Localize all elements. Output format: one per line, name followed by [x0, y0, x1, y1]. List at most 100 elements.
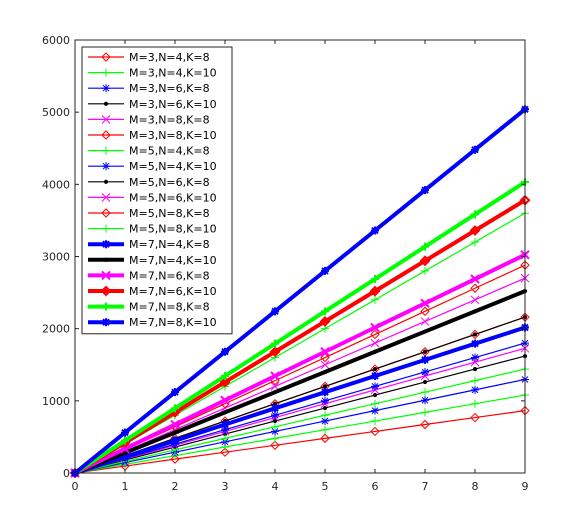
data-point	[422, 329, 428, 334]
data-point	[420, 306, 430, 317]
data-point	[271, 307, 279, 316]
x-tick-label: 5	[322, 480, 329, 493]
data-point	[321, 417, 329, 426]
data-point	[470, 274, 480, 284]
data-point	[470, 412, 480, 423]
y-tick-label: 5000	[42, 106, 70, 119]
legend-marker	[101, 270, 111, 281]
data-point	[372, 366, 378, 372]
data-point	[370, 338, 380, 348]
data-point	[421, 355, 429, 364]
data-point	[319, 316, 331, 327]
legend-label: M=5,N=4,K=10	[129, 160, 217, 173]
legend-label: M=3,N=4,K=8	[129, 51, 210, 64]
data-point	[272, 390, 278, 395]
y-tick-label: 0	[63, 467, 70, 480]
legend-label: M=7,N=8,K=8	[129, 301, 210, 314]
data-point	[421, 186, 429, 195]
data-point	[471, 238, 479, 247]
data-point	[421, 408, 429, 417]
data-point	[220, 447, 230, 457]
data-point	[322, 384, 328, 389]
legend-label: M=5,N=6,K=8	[129, 176, 210, 189]
data-point	[369, 285, 381, 297]
legend-entry: M=5,N=4,K=10	[88, 160, 217, 173]
x-tick-label: 4	[272, 480, 279, 493]
data-point	[421, 388, 429, 397]
data-point	[470, 295, 480, 305]
x-tick-label: 3	[222, 480, 229, 493]
legend-marker	[102, 84, 110, 93]
data-point	[471, 399, 479, 408]
data-point	[320, 360, 330, 370]
data-point	[371, 406, 379, 415]
data-point	[421, 242, 429, 251]
data-point	[271, 404, 279, 413]
data-point	[321, 307, 329, 316]
series-line	[74, 342, 526, 474]
data-point	[472, 332, 478, 337]
series-line	[74, 394, 526, 474]
legend-entry: M=7,N=8,K=8	[88, 301, 210, 314]
data-point	[421, 367, 429, 376]
legend-marker	[103, 101, 109, 106]
data-point	[370, 329, 380, 340]
data-point	[370, 322, 380, 333]
legend-marker	[103, 179, 109, 184]
legend-entry: M=7,N=8,K=10	[88, 316, 217, 329]
legend-marker	[103, 257, 109, 262]
legend-marker	[101, 52, 111, 62]
data-point	[170, 454, 180, 464]
legend-entry: M=7,N=6,K=10	[88, 285, 217, 298]
series-line	[74, 347, 526, 474]
legend-entry: M=3,N=8,K=10	[88, 129, 217, 142]
data-point	[170, 419, 180, 430]
legend: M=3,N=4,K=8 M=3,N=4,K=10 M=3,N=6,K=8 M=3,N=…	[81, 46, 233, 335]
data-point	[122, 450, 128, 455]
data-point	[321, 266, 329, 275]
legend-label: M=3,N=8,K=10	[129, 129, 217, 142]
data-point	[472, 366, 478, 372]
legend-entry: M=7,N=4,K=8	[88, 238, 210, 251]
data-point	[270, 371, 280, 381]
legend-entry: M=5,N=4,K=8	[88, 145, 210, 158]
data-point	[121, 452, 129, 461]
legend-label: M=3,N=8,K=8	[129, 113, 210, 126]
legend-entry: M=5,N=6,K=8	[88, 176, 210, 189]
legend-label: M=7,N=4,K=8	[129, 238, 210, 251]
series-line	[74, 410, 526, 474]
series-line	[74, 277, 526, 474]
series-line	[74, 252, 526, 475]
y-tick-label: 6000	[42, 34, 70, 47]
legend-entry: M=3,N=6,K=8	[88, 82, 210, 95]
legend-label: M=3,N=4,K=10	[129, 67, 217, 80]
y-tick-label: 4000	[42, 178, 70, 191]
legend-label: M=7,N=4,K=10	[129, 254, 217, 267]
data-point	[420, 298, 430, 308]
legend-label: M=5,N=6,K=10	[129, 191, 217, 204]
legend-box	[81, 46, 233, 335]
y-tick-label: 2000	[42, 323, 70, 336]
legend-entry: M=3,N=4,K=8	[88, 51, 210, 64]
legend-label: M=7,N=6,K=10	[129, 285, 217, 298]
data-point	[470, 357, 480, 367]
legend-marker	[102, 318, 110, 327]
data-point	[371, 399, 379, 408]
series-line	[73, 107, 527, 475]
data-point	[272, 418, 278, 424]
data-point	[221, 372, 229, 381]
legend-entry: M=5,N=8,K=10	[88, 223, 217, 236]
data-point	[322, 369, 328, 375]
x-tick-label: 9	[522, 480, 529, 493]
data-point	[171, 436, 179, 445]
x-tick-label: 8	[472, 480, 479, 493]
series-line	[74, 368, 526, 474]
data-point	[222, 410, 228, 415]
data-point	[322, 405, 328, 411]
legend-label: M=7,N=6,K=8	[129, 269, 210, 282]
data-point	[419, 255, 431, 267]
tick-layer: 0 1 2 3 4 5 6 7 8 9 0 1000 2000 3000 4000 5000 6000	[42, 34, 529, 493]
legend-entry: M=7,N=4,K=10	[88, 254, 217, 267]
data-point	[321, 388, 329, 397]
